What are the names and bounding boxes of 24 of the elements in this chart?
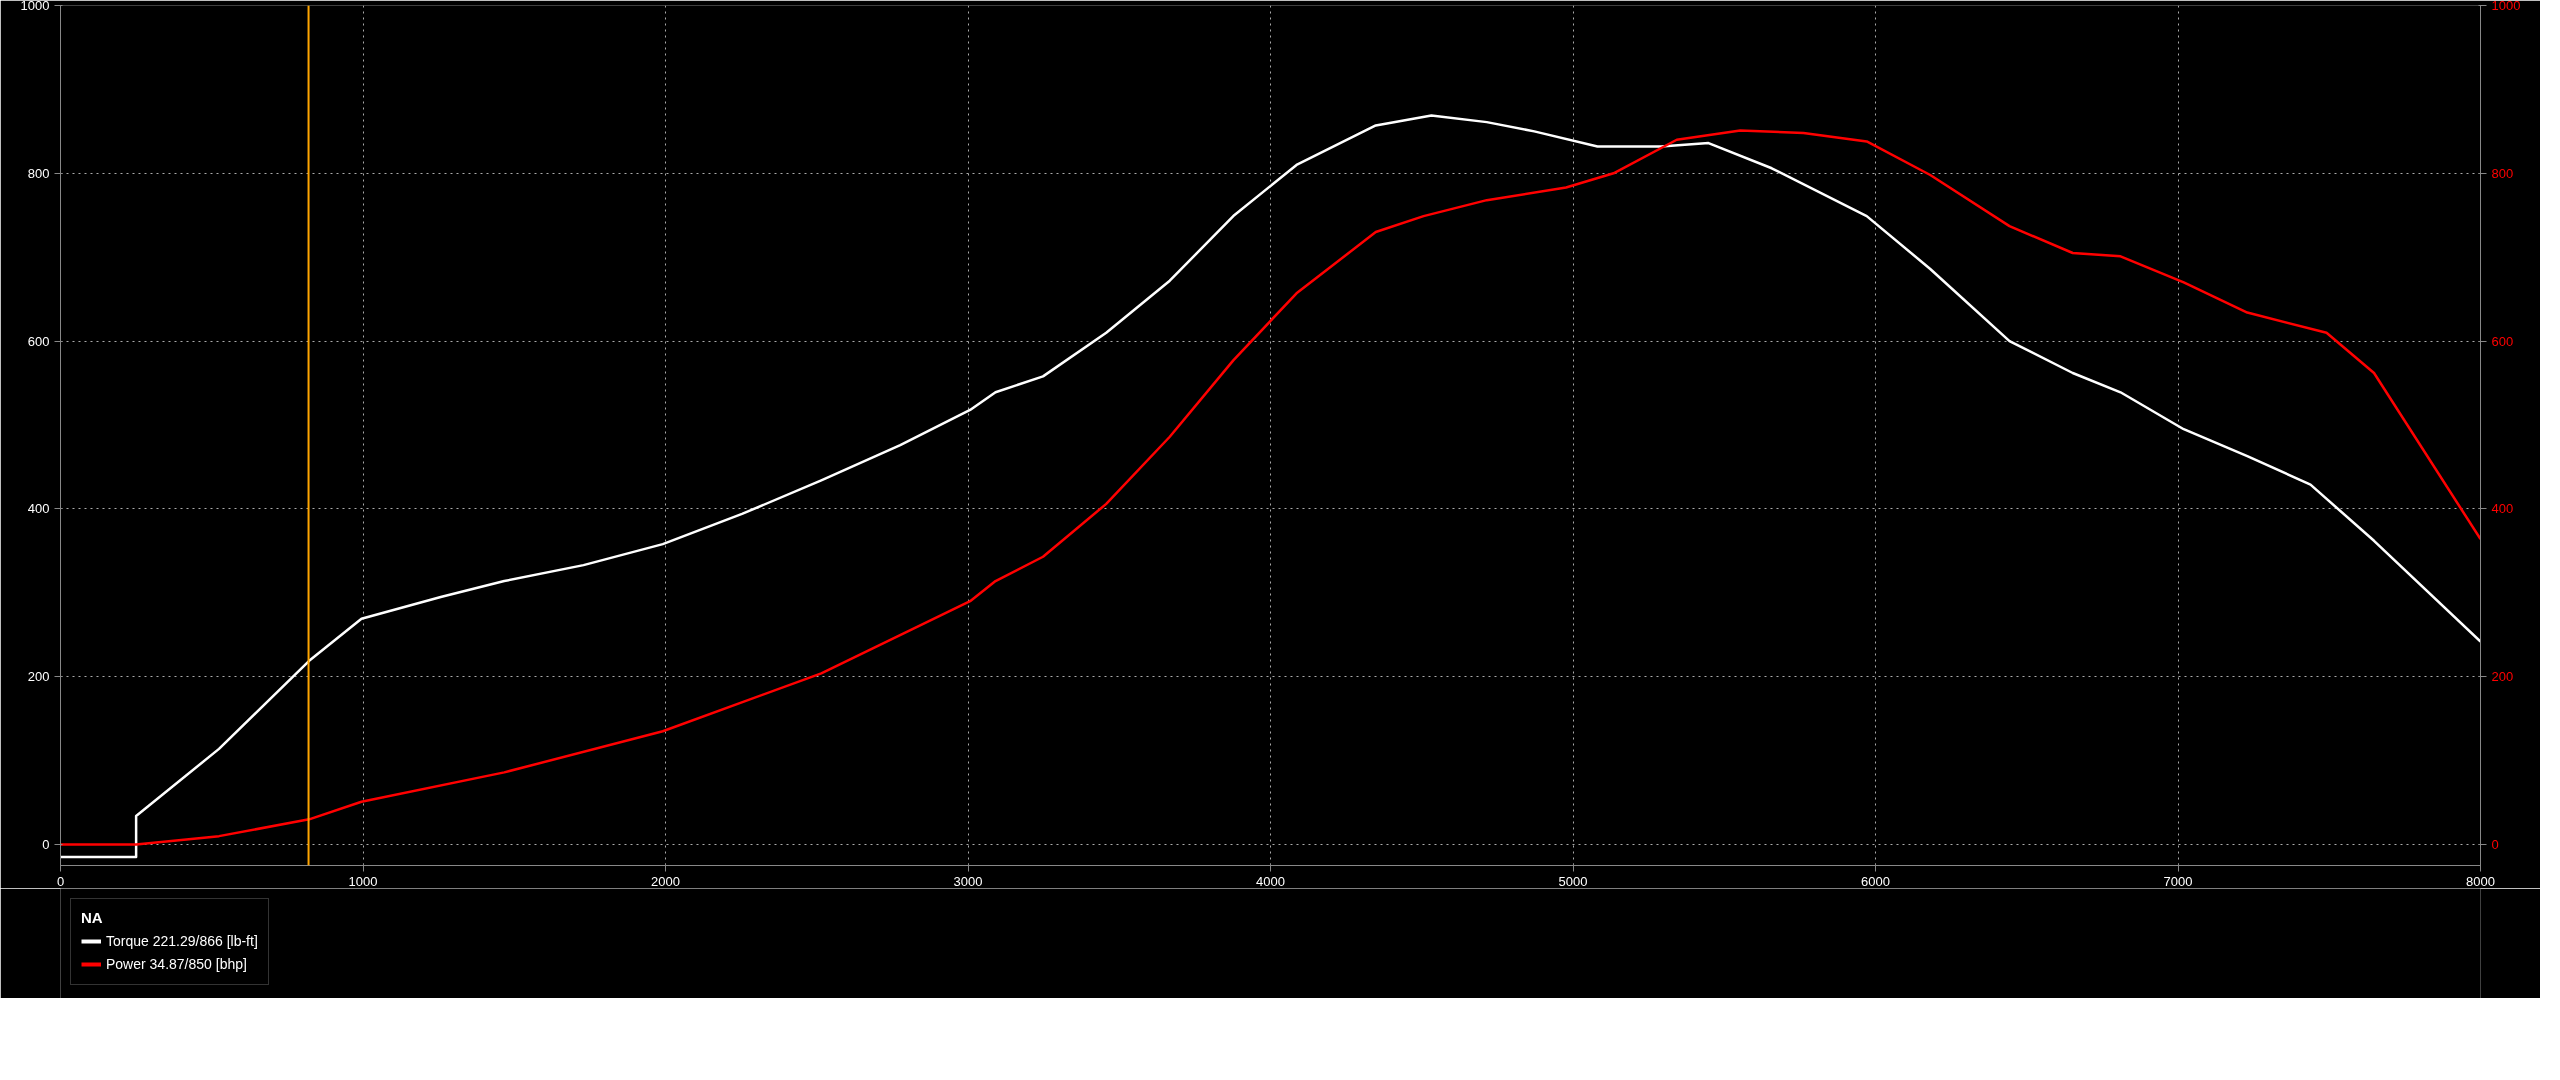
x-tick-label: 3000 xyxy=(953,873,983,889)
y2-tick-label: 600 xyxy=(2491,333,2514,349)
legend-label: Torque 221.29/866 [lb-ft] xyxy=(106,933,258,949)
legend-title: NA xyxy=(81,909,104,926)
x-tick-label: 6000 xyxy=(1861,873,1890,889)
x-tick-label: 7000 xyxy=(2163,873,2193,889)
y-tick-label: 600 xyxy=(27,333,50,349)
y-tick-label: 1000 xyxy=(20,0,50,13)
y2-tick-label: 800 xyxy=(2491,165,2514,181)
x-tick-label: 5000 xyxy=(1558,873,1588,889)
x-tick-label: 0 xyxy=(56,873,65,889)
y2-tick-label: 200 xyxy=(2491,669,2514,685)
x-tick-label: 1000 xyxy=(348,873,378,889)
y-tick-label: 200 xyxy=(27,669,50,685)
y2-tick-label: 0 xyxy=(2491,837,2499,853)
y-tick-label: 800 xyxy=(27,165,50,181)
legend-label: Power 34.87/850 [bhp] xyxy=(106,956,247,972)
y2-tick-label: 1000 xyxy=(2491,0,2521,13)
y-tick-label: 0 xyxy=(42,837,50,853)
y2-tick-label: 400 xyxy=(2491,501,2514,517)
x-tick-label: 8000 xyxy=(2466,873,2495,889)
x-tick-label: 4000 xyxy=(1256,873,1285,889)
x-tick-label: 2000 xyxy=(651,873,680,889)
y-tick-label: 400 xyxy=(27,501,50,517)
